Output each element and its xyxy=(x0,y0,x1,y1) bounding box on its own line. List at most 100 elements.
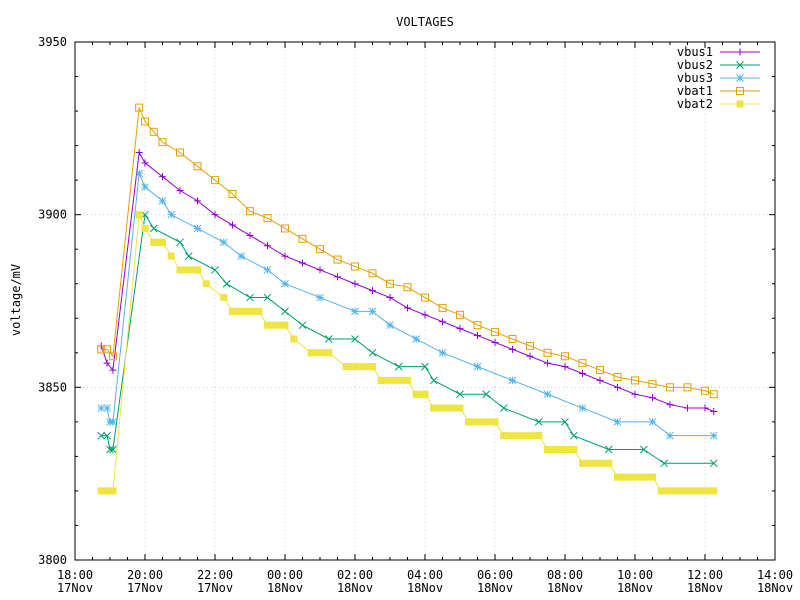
data-point-vbus3 xyxy=(438,348,447,357)
data-point-vbus2 xyxy=(149,224,158,233)
x-tick-label-date: 18Nov xyxy=(477,581,513,595)
data-point-vbat1 xyxy=(491,328,499,337)
data-point-vbus2 xyxy=(482,390,491,399)
data-point-vbus1 xyxy=(491,338,499,346)
data-point-vbus2 xyxy=(281,307,289,316)
data-point-vbus1 xyxy=(631,390,639,398)
y-axis-label: voltage/mV xyxy=(9,264,23,336)
data-point-vbat2 xyxy=(710,487,718,495)
data-point-vbus2 xyxy=(421,362,429,371)
x-tick-label-date: 18Nov xyxy=(267,581,303,595)
data-point-vbus2 xyxy=(534,418,543,426)
data-point-vbus1 xyxy=(135,149,143,157)
y-tick-label: 3850 xyxy=(38,380,67,394)
data-point-vbus2 xyxy=(569,431,578,440)
data-point-vbus2 xyxy=(394,362,403,371)
axis-ticks: 380038503900395018:0017Nov20:0017Nov22:0… xyxy=(38,35,793,595)
data-point-vbat1 xyxy=(158,138,167,147)
data-point-vbat2 xyxy=(430,404,438,412)
data-point-vbus3 xyxy=(648,418,657,426)
data-point-vbat2 xyxy=(421,390,429,398)
legend-marker-vbus2 xyxy=(736,61,744,69)
data-point-vbus1 xyxy=(264,242,271,250)
data-point-vbat2 xyxy=(325,349,333,357)
data-point-vbat1 xyxy=(368,269,377,278)
data-point-vbus1 xyxy=(684,404,691,412)
data-point-vbat1 xyxy=(403,283,412,292)
data-point-vbus3 xyxy=(281,279,289,288)
data-point-vbus2 xyxy=(109,445,117,454)
data-point-vbat2 xyxy=(97,487,105,495)
data-point-vbus1 xyxy=(439,318,446,326)
data-point-vbat2 xyxy=(167,252,175,260)
data-point-vbus2 xyxy=(429,376,438,385)
data-point-vbus1 xyxy=(299,259,306,267)
legend-label-vbat2: vbat2 xyxy=(677,97,713,111)
data-point-vbat1 xyxy=(211,176,219,185)
data-point-vbus2 xyxy=(263,293,272,302)
data-point-vbus1 xyxy=(474,332,481,340)
series-vbus3 xyxy=(97,169,718,440)
data-point-vbus1 xyxy=(103,359,111,367)
data-point-vbus2 xyxy=(103,431,111,440)
data-point-vbat1 xyxy=(141,117,149,126)
data-point-vbus2 xyxy=(660,459,669,468)
data-point-vbat1 xyxy=(108,352,117,361)
data-point-vbus3 xyxy=(666,431,674,440)
x-tick-label-date: 17Nov xyxy=(57,581,93,595)
data-point-vbat1 xyxy=(596,366,604,375)
data-point-vbat2 xyxy=(229,307,236,315)
data-point-vbus3 xyxy=(709,431,718,440)
series-vbat2 xyxy=(97,211,718,495)
series-line-vbus1 xyxy=(100,150,714,412)
data-point-vbus1 xyxy=(141,159,149,167)
data-point-vbat2 xyxy=(135,211,143,219)
data-point-vbat1 xyxy=(683,383,692,392)
data-point-vbus3 xyxy=(543,390,552,399)
data-point-vbat1 xyxy=(438,303,447,312)
data-point-vbat2 xyxy=(369,363,376,371)
series-layer xyxy=(97,103,718,495)
data-point-vbat1 xyxy=(193,162,202,171)
data-point-vbus2 xyxy=(709,459,718,468)
grid xyxy=(75,42,775,560)
data-point-vbus1 xyxy=(649,394,656,402)
data-point-vbat1 xyxy=(176,148,184,157)
data-point-vbus2 xyxy=(499,404,508,412)
data-point-vbat2 xyxy=(220,294,228,302)
data-point-vbat2 xyxy=(404,376,411,384)
data-point-vbus1 xyxy=(211,211,219,219)
legend-marker-vbus1 xyxy=(736,48,744,56)
x-tick-label-time: 12:00 xyxy=(687,568,723,582)
data-point-vbat2 xyxy=(255,307,263,315)
data-point-vbat1 xyxy=(97,345,106,354)
data-point-vbus1 xyxy=(316,266,324,274)
data-point-vbus3 xyxy=(97,404,106,412)
data-point-vbat2 xyxy=(657,487,665,495)
data-point-vbat1 xyxy=(333,255,342,264)
data-point-vbus1 xyxy=(334,273,341,281)
data-point-vbat1 xyxy=(578,359,587,368)
data-point-vbat2 xyxy=(535,432,543,440)
data-point-vbat1 xyxy=(473,321,482,330)
data-point-vbus1 xyxy=(421,311,429,319)
data-point-vbus1 xyxy=(509,345,516,353)
x-tick-label-time: 22:00 xyxy=(197,568,233,582)
data-point-vbus2 xyxy=(184,252,193,260)
data-point-vbat2 xyxy=(544,445,551,453)
x-tick-label-date: 18Nov xyxy=(407,581,443,595)
x-tick-label-time: 14:00 xyxy=(757,568,793,582)
data-point-vbat2 xyxy=(500,432,508,440)
data-point-vbat1 xyxy=(316,245,324,254)
data-point-vbus2 xyxy=(298,321,307,330)
data-point-vbat2 xyxy=(109,487,117,495)
data-point-vbat1 xyxy=(456,310,464,319)
data-point-vbat2 xyxy=(465,418,473,426)
data-point-vbus2 xyxy=(561,418,569,426)
data-point-vbat2 xyxy=(649,473,656,481)
data-point-vbus2 xyxy=(211,266,219,274)
data-point-vbat2 xyxy=(605,459,613,467)
data-point-vbus3 xyxy=(167,210,176,219)
data-point-vbus1 xyxy=(596,376,604,384)
